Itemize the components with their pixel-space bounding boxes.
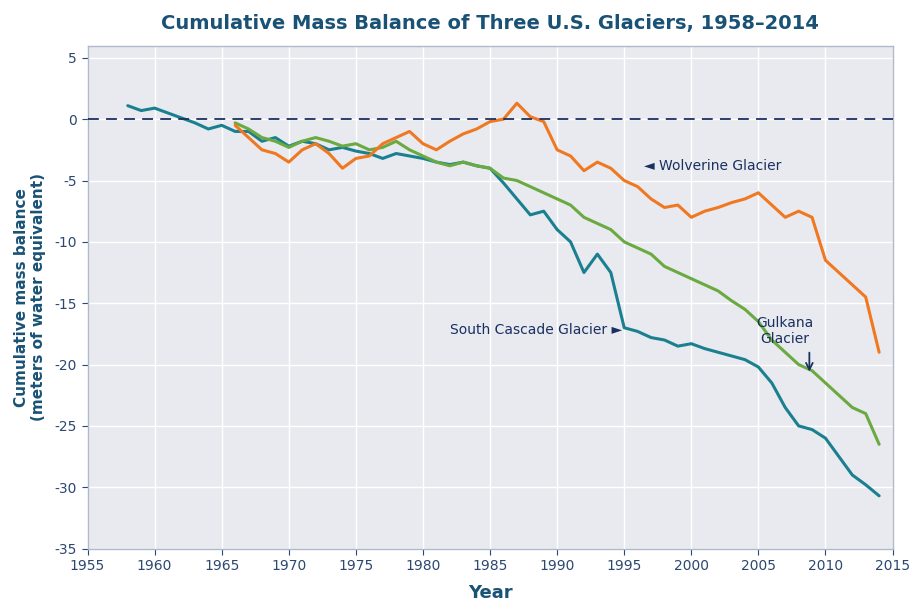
X-axis label: Year: Year bbox=[468, 584, 512, 602]
Text: ◄ Wolverine Glacier: ◄ Wolverine Glacier bbox=[644, 159, 782, 173]
Text: Gulkana
Glacier: Gulkana Glacier bbox=[757, 316, 814, 346]
Y-axis label: Cumulative mass balance
(meters of water equivalent): Cumulative mass balance (meters of water… bbox=[14, 173, 46, 421]
Text: South Cascade Glacier ►: South Cascade Glacier ► bbox=[450, 323, 622, 337]
Title: Cumulative Mass Balance of Three U.S. Glaciers, 1958–2014: Cumulative Mass Balance of Three U.S. Gl… bbox=[161, 14, 819, 33]
